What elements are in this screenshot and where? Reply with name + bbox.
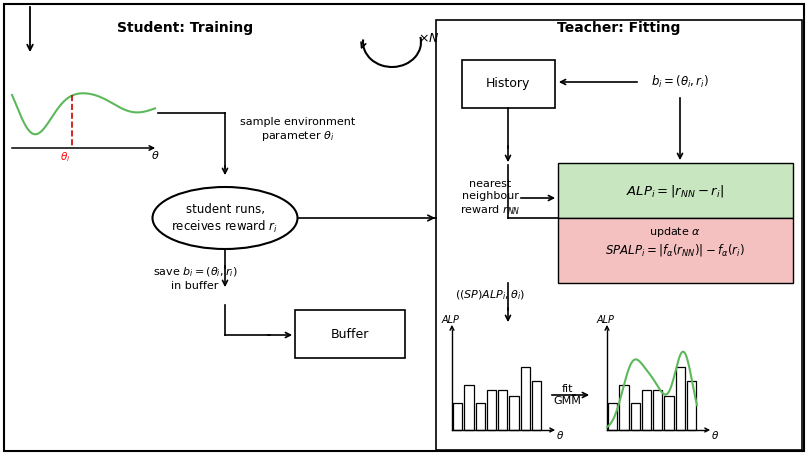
Bar bbox=[486, 389, 496, 430]
Text: $ALP_i = |r_{NN} - r_i|$: $ALP_i = |r_{NN} - r_i|$ bbox=[626, 183, 724, 199]
Bar bbox=[453, 403, 462, 430]
Text: save $b_i = (\theta_i, r_i)$
in buffer: save $b_i = (\theta_i, r_i)$ in buffer bbox=[153, 265, 238, 291]
Bar bbox=[295, 310, 405, 358]
Bar bbox=[558, 218, 793, 283]
Text: nearest
neighbour
reward $r_{NN}$: nearest neighbour reward $r_{NN}$ bbox=[460, 179, 520, 217]
Bar bbox=[608, 403, 617, 430]
Text: Student: Training: Student: Training bbox=[117, 21, 253, 35]
Bar bbox=[436, 20, 802, 450]
Text: Buffer: Buffer bbox=[330, 328, 369, 340]
Text: receives reward $r_i$: receives reward $r_i$ bbox=[171, 219, 279, 235]
Bar bbox=[653, 389, 663, 430]
Ellipse shape bbox=[153, 187, 297, 249]
Text: $\theta$: $\theta$ bbox=[711, 429, 719, 441]
Bar bbox=[520, 367, 530, 430]
Bar bbox=[498, 389, 507, 430]
Bar bbox=[558, 163, 793, 218]
Bar bbox=[475, 403, 485, 430]
Bar bbox=[462, 60, 555, 108]
Bar bbox=[532, 380, 541, 430]
Bar bbox=[687, 380, 696, 430]
Text: $((SP)ALP_i, \theta_i)$: $((SP)ALP_i, \theta_i)$ bbox=[455, 288, 525, 302]
Text: sample environment
parameter $\theta_i$: sample environment parameter $\theta_i$ bbox=[240, 117, 356, 143]
Bar bbox=[465, 385, 473, 430]
Bar bbox=[619, 385, 629, 430]
Text: $\theta_i$: $\theta_i$ bbox=[60, 150, 70, 164]
Text: ALP: ALP bbox=[441, 315, 459, 325]
Bar bbox=[642, 389, 651, 430]
Text: ALP: ALP bbox=[596, 315, 614, 325]
Text: fit
GMM: fit GMM bbox=[553, 384, 581, 406]
Bar bbox=[509, 396, 519, 430]
Bar bbox=[664, 396, 674, 430]
Text: $\theta$: $\theta$ bbox=[151, 149, 159, 161]
Text: $SPALP_i = |f_{\alpha}(r_{NN})| - f_{\alpha}(r_i)$: $SPALP_i = |f_{\alpha}(r_{NN})| - f_{\al… bbox=[605, 242, 745, 258]
Text: Teacher: Fitting: Teacher: Fitting bbox=[558, 21, 680, 35]
Bar bbox=[675, 367, 684, 430]
Bar bbox=[630, 403, 640, 430]
Text: update $\alpha$: update $\alpha$ bbox=[649, 225, 701, 239]
Text: student runs,: student runs, bbox=[186, 202, 264, 216]
Text: $\times N$: $\times N$ bbox=[418, 31, 440, 45]
Text: History: History bbox=[486, 77, 530, 91]
Text: $b_i = (\theta_i, r_i)$: $b_i = (\theta_i, r_i)$ bbox=[651, 74, 709, 90]
Text: $\theta$: $\theta$ bbox=[556, 429, 564, 441]
